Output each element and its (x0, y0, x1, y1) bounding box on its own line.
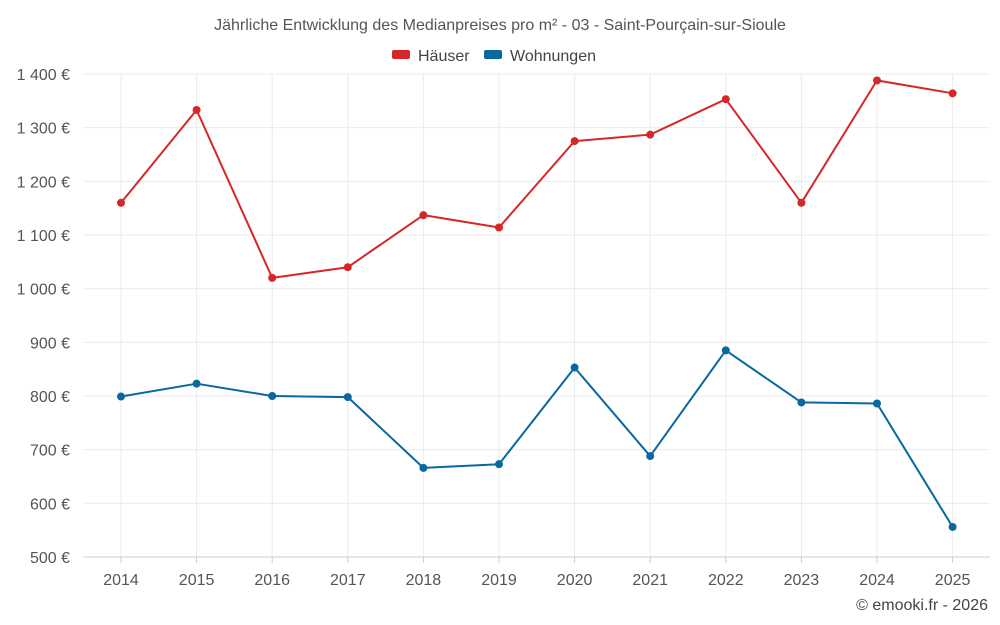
data-point[interactable] (646, 130, 655, 139)
data-point[interactable] (873, 399, 881, 408)
y-gridlines (83, 73, 990, 558)
data-point[interactable] (419, 211, 428, 220)
y-tick-label: 1 100 € (17, 228, 70, 245)
data-point[interactable] (192, 105, 201, 114)
series-0 (117, 76, 957, 282)
data-point[interactable] (721, 346, 730, 355)
series-1 (117, 346, 957, 531)
y-axis-ticks: 500 € 600 € 700 € 800 € 900 € 1 000 € 1 100 € 1… (17, 67, 70, 567)
x-tick-label: 2023 (784, 572, 820, 589)
x-tick-label: 2022 (708, 572, 744, 589)
x-tick-label: 2017 (330, 572, 366, 589)
x-tick-label: 2014 (103, 572, 139, 589)
x-tick-label: 2015 (179, 572, 215, 589)
legend-swatch (392, 50, 410, 59)
data-point[interactable] (646, 452, 655, 461)
data-point[interactable] (117, 392, 125, 401)
data-point[interactable] (192, 379, 201, 388)
series-line (120, 79, 953, 279)
y-tick-label: 800 € (30, 389, 70, 406)
data-point[interactable] (419, 463, 428, 472)
legend-swatch (484, 50, 502, 59)
x-tick-label: 2025 (935, 572, 971, 589)
legend-label[interactable]: Häuser (418, 48, 470, 65)
y-tick-label: 1 400 € (17, 67, 70, 84)
data-point[interactable] (268, 392, 277, 400)
y-tick-label: 600 € (30, 496, 70, 513)
y-tick-label: 1 200 € (17, 174, 70, 191)
x-tick-label: 2019 (481, 572, 517, 589)
data-point[interactable] (495, 460, 503, 469)
x-tick-label: 2016 (254, 572, 290, 589)
series-line (120, 349, 954, 528)
data-point[interactable] (948, 522, 957, 531)
data-point[interactable] (797, 398, 806, 407)
series-layer (117, 76, 957, 531)
y-tick-label: 700 € (30, 443, 70, 460)
chart-title: Jährliche Entwicklung des Medianpreises … (214, 17, 786, 34)
x-tick-label: 2018 (406, 572, 442, 589)
x-gridlines (120, 74, 954, 563)
data-point[interactable] (268, 273, 277, 282)
data-point[interactable] (948, 89, 957, 98)
data-point[interactable] (873, 76, 881, 85)
data-point[interactable] (495, 223, 503, 232)
data-point[interactable] (570, 137, 579, 146)
x-tick-label: 2024 (859, 572, 895, 589)
data-point[interactable] (721, 95, 730, 104)
x-axis-ticks: 2014 2015 2016 2017 2018 2019 2020 2021 2022 2023… (103, 572, 970, 589)
y-tick-label: 1 000 € (17, 282, 70, 299)
legend: Häuser Wohnungen (392, 48, 596, 65)
data-point[interactable] (570, 363, 579, 372)
data-point[interactable] (343, 393, 352, 402)
data-point[interactable] (117, 198, 125, 207)
x-tick-label: 2021 (632, 572, 668, 589)
data-point[interactable] (343, 263, 352, 272)
y-tick-label: 900 € (30, 335, 70, 352)
x-tick-label: 2020 (557, 572, 593, 589)
data-point[interactable] (797, 198, 806, 207)
legend-label[interactable]: Wohnungen (510, 48, 596, 65)
credit-text: © emooki.fr - 2026 (856, 597, 988, 614)
y-tick-label: 1 300 € (17, 121, 70, 138)
y-tick-label: 500 € (30, 550, 70, 567)
